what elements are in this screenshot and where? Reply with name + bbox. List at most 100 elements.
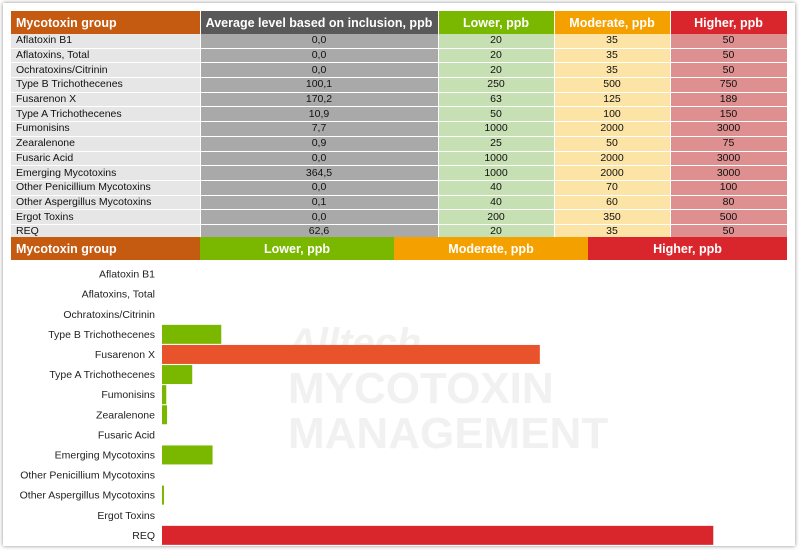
cell-lower: 1000 bbox=[438, 151, 555, 167]
risk-bar-chart: Aflatoxin B1 Aflatoxins, Total Ochratoxins… bbox=[20, 269, 714, 545]
cell-name: Other Aspergillus Mycotoxins bbox=[11, 195, 201, 211]
header-moderate: Moderate, ppb bbox=[554, 11, 671, 34]
cell-higher: 150 bbox=[670, 106, 788, 123]
legend-lower: Lower, ppb bbox=[200, 237, 394, 260]
cell-higher: 3000 bbox=[670, 121, 788, 137]
cell-higher: 50 bbox=[670, 62, 788, 79]
cell-higher: 100 bbox=[670, 180, 788, 196]
bar-label: REQ bbox=[132, 530, 155, 542]
legend-moderate: Moderate, ppb bbox=[394, 237, 588, 260]
cell-higher: 3000 bbox=[670, 165, 788, 181]
cell-average: 0,0 bbox=[200, 209, 439, 225]
cell-higher: 750 bbox=[670, 77, 788, 93]
table-row: Aflatoxin B1 0,0 20 35 50 bbox=[11, 34, 788, 49]
cell-lower: 20 bbox=[438, 62, 555, 79]
table-row: Fusarenon X 170,2 63 125 189 bbox=[11, 92, 788, 108]
cell-average: 100,1 bbox=[200, 77, 439, 93]
cell-lower: 20 bbox=[438, 48, 555, 64]
bar bbox=[162, 525, 714, 545]
bar-label: Ochratoxins/Citrinin bbox=[63, 309, 155, 321]
cell-lower: 63 bbox=[438, 92, 555, 108]
cell-name: Emerging Mycotoxins bbox=[11, 165, 201, 181]
cell-moderate: 2000 bbox=[554, 165, 671, 181]
cell-higher: 189 bbox=[670, 92, 788, 108]
cell-lower: 20 bbox=[438, 34, 555, 49]
bar-label: Ergot Toxins bbox=[97, 510, 155, 522]
header-lower: Lower, ppb bbox=[438, 11, 555, 34]
table-row: Ergot Toxins 0,0 200 350 500 bbox=[11, 209, 788, 225]
cell-average: 0,0 bbox=[200, 34, 439, 49]
cell-average: 7,7 bbox=[200, 121, 439, 137]
table-header-row: Mycotoxin group Average level based on i… bbox=[11, 11, 788, 34]
bar-label: Aflatoxin B1 bbox=[99, 269, 155, 281]
bar-label: Zearalenone bbox=[96, 409, 155, 421]
cell-name: Type B Trichothecenes bbox=[11, 77, 201, 93]
cell-average: 62,6 bbox=[200, 224, 439, 240]
cell-moderate: 500 bbox=[554, 77, 671, 93]
cell-name: Fusaric Acid bbox=[11, 151, 201, 167]
cell-average: 0,0 bbox=[200, 151, 439, 167]
cell-name: Aflatoxins, Total bbox=[11, 48, 201, 64]
cell-lower: 40 bbox=[438, 195, 555, 211]
bar-label: Type A Trichothecenes bbox=[49, 369, 155, 381]
bar bbox=[162, 324, 222, 344]
cell-higher: 50 bbox=[670, 34, 788, 49]
cell-moderate: 350 bbox=[554, 209, 671, 225]
bar bbox=[162, 385, 167, 405]
cell-name: Ergot Toxins bbox=[11, 209, 201, 225]
cell-average: 170,2 bbox=[200, 92, 439, 108]
cell-moderate: 2000 bbox=[554, 121, 671, 137]
cell-name: Fumonisins bbox=[11, 121, 201, 137]
mycotoxin-table: Mycotoxin group Average level based on i… bbox=[11, 11, 788, 240]
bar-label: Other Penicillium Mycotoxins bbox=[20, 470, 155, 482]
bar-label: Fusarenon X bbox=[95, 349, 155, 361]
cell-lower: 1000 bbox=[438, 121, 555, 137]
cell-lower: 250 bbox=[438, 77, 555, 93]
table-row: Aflatoxins, Total 0,0 20 35 50 bbox=[11, 48, 788, 64]
risk-legend: Mycotoxin group Lower, ppb Moderate, ppb… bbox=[11, 237, 787, 260]
header-mycotoxin-group: Mycotoxin group bbox=[11, 11, 201, 34]
cell-moderate: 70 bbox=[554, 180, 671, 196]
bar bbox=[162, 344, 540, 364]
cell-higher: 500 bbox=[670, 209, 788, 225]
cell-lower: 40 bbox=[438, 180, 555, 196]
header-higher: Higher, ppb bbox=[670, 11, 788, 34]
cell-lower: 200 bbox=[438, 209, 555, 225]
cell-average: 0,1 bbox=[200, 195, 439, 211]
cell-moderate: 35 bbox=[554, 224, 671, 240]
cell-higher: 50 bbox=[670, 224, 788, 240]
legend-group-label: Mycotoxin group bbox=[11, 237, 200, 260]
cell-name: Aflatoxin B1 bbox=[11, 34, 201, 49]
cell-higher: 80 bbox=[670, 195, 788, 211]
cell-higher: 75 bbox=[670, 136, 788, 152]
cell-average: 0,0 bbox=[200, 62, 439, 79]
cell-average: 364,5 bbox=[200, 165, 439, 181]
table-row: Fusaric Acid 0,0 1000 2000 3000 bbox=[11, 151, 788, 167]
cell-name: Zearalenone bbox=[11, 136, 201, 152]
table-row: Other Aspergillus Mycotoxins 0,1 40 60 80 bbox=[11, 195, 788, 211]
bar-label: Fumonisins bbox=[101, 389, 155, 401]
bar bbox=[162, 445, 213, 465]
cell-moderate: 50 bbox=[554, 136, 671, 152]
cell-moderate: 2000 bbox=[554, 151, 671, 167]
cell-lower: 25 bbox=[438, 136, 555, 152]
table-row: Type B Trichothecenes 100,1 250 500 750 bbox=[11, 77, 788, 93]
table-row: Ochratoxins/Citrinin 0,0 20 35 50 bbox=[11, 62, 788, 79]
table-row: Type A Trichothecenes 10,9 50 100 150 bbox=[11, 106, 788, 123]
legend-higher: Higher, ppb bbox=[588, 237, 787, 260]
report-frame: Mycotoxin group Average level based on i… bbox=[3, 3, 795, 546]
cell-higher: 50 bbox=[670, 48, 788, 64]
cell-average: 0,9 bbox=[200, 136, 439, 152]
bar-label: Fusaric Acid bbox=[98, 429, 155, 441]
bar-label: Aflatoxins, Total bbox=[82, 289, 155, 301]
cell-name: Fusarenon X bbox=[11, 92, 201, 108]
cell-name: Ochratoxins/Citrinin bbox=[11, 62, 201, 79]
header-average-level: Average level based on inclusion, ppb bbox=[200, 11, 439, 34]
cell-lower: 1000 bbox=[438, 165, 555, 181]
cell-moderate: 35 bbox=[554, 62, 671, 79]
bar-label: Emerging Mycotoxins bbox=[55, 449, 155, 461]
cell-moderate: 125 bbox=[554, 92, 671, 108]
cell-moderate: 60 bbox=[554, 195, 671, 211]
bar-label: Type B Trichothecenes bbox=[48, 329, 155, 341]
table-row: Zearalenone 0,9 25 50 75 bbox=[11, 136, 788, 152]
